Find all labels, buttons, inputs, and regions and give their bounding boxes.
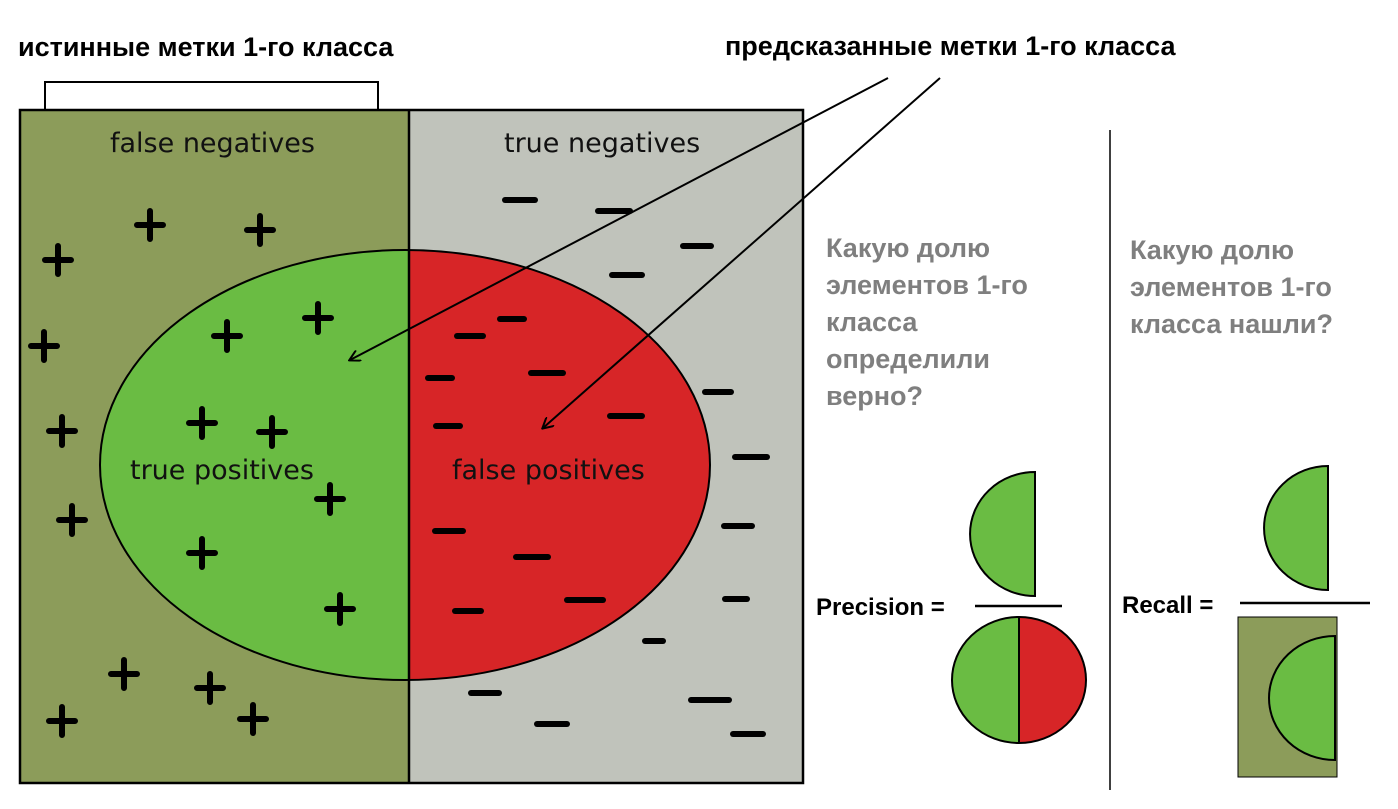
plus-marker [56, 503, 88, 537]
plus-marker [244, 213, 276, 247]
true-positive-area [100, 250, 409, 680]
recall-label: Recall = [1122, 592, 1214, 619]
plus-marker [134, 208, 166, 242]
precision-numerator-half-circle [969, 470, 1036, 598]
arrow-to-true-positives [350, 77, 889, 360]
precision-label: Precision = [816, 594, 945, 621]
plus-marker [302, 301, 334, 335]
prediction-ellipse-outline [99, 249, 711, 681]
plus-marker [237, 702, 269, 736]
true-positives-label: true positives [130, 455, 314, 486]
plus-marker [186, 406, 218, 440]
false-negatives-label: false negatives [110, 128, 315, 159]
recall-denominator-half-circle [1268, 634, 1336, 762]
plus-marker [46, 704, 78, 738]
plus-marker [42, 243, 74, 277]
outer-frame [18, 108, 805, 785]
plus-marker [194, 671, 226, 705]
true-negatives-label: true negatives [504, 128, 700, 159]
actual-positive-heading: истинные метки 1-го класса [18, 32, 394, 62]
positive-markers [28, 208, 356, 738]
negative-markers [425, 197, 770, 737]
predicted-positive-heading: предсказанные метки 1-го класса [725, 31, 1176, 61]
plus-marker [256, 415, 288, 449]
precision-denominator-tp-half [952, 617, 1019, 743]
recall-numerator-half-circle [1263, 464, 1329, 592]
recall-question: Какую долю элементов 1-го класса нашли? [1130, 235, 1333, 339]
plus-marker [211, 319, 243, 353]
plus-marker [28, 329, 60, 363]
plus-marker [324, 592, 356, 626]
precision-denominator-fp-half [1019, 617, 1086, 743]
plus-marker [186, 536, 218, 570]
plus-marker [46, 414, 78, 448]
plus-marker [108, 657, 140, 691]
actual-positive-bracket [44, 81, 379, 110]
false-positives-label: false positives [452, 455, 645, 486]
arrow-to-false-positives [543, 77, 941, 428]
precision-question: Какую долю элементов 1-го класса определ… [826, 233, 1028, 411]
plus-marker [314, 482, 346, 516]
false-positive-area [409, 250, 710, 680]
